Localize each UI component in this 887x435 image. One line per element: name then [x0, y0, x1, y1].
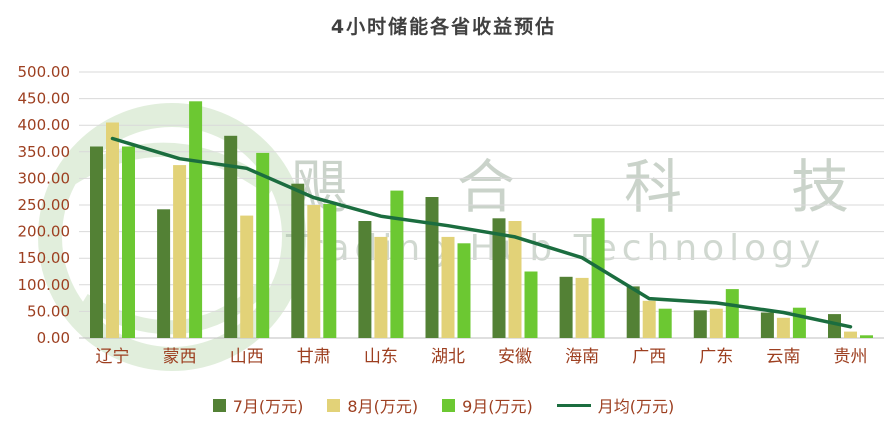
bar-山东-7月(万元)	[358, 221, 372, 338]
bar-海南-8月(万元)	[575, 277, 589, 338]
bar-广东-8月(万元)	[709, 308, 723, 338]
y-tick-label: 450.00	[18, 90, 71, 108]
chart-title: 4小时储能各省收益预估	[330, 16, 557, 38]
bar-贵州-8月(万元)	[844, 331, 857, 338]
bar-山西-8月(万元)	[240, 215, 254, 338]
y-tick-label: 400.00	[18, 116, 71, 134]
bar-蒙西-7月(万元)	[157, 209, 171, 338]
x-tick-label: 贵州	[833, 347, 867, 367]
bar-贵州-7月(万元)	[828, 314, 841, 338]
y-tick-label: 200.00	[18, 223, 71, 241]
line-series-monthly-average	[110, 136, 853, 329]
bar-山西-9月(万元)	[256, 152, 270, 338]
bar-广西-8月(万元)	[642, 300, 656, 338]
legend-label: 9月(万元)	[462, 397, 533, 416]
legend-line-swatch-icon	[556, 403, 591, 407]
bar-海南-7月(万元)	[559, 276, 573, 338]
y-tick-label: 100.00	[18, 276, 71, 294]
bar-山东-8月(万元)	[374, 236, 388, 338]
y-tick-label: 500.00	[18, 63, 71, 81]
y-tick-label: 50.00	[27, 302, 70, 320]
bar-广东-7月(万元)	[693, 310, 707, 338]
bar-广西-9月(万元)	[658, 308, 672, 338]
legend-label: 月均(万元)	[597, 397, 675, 416]
legend-label: 7月(万元)	[232, 397, 304, 416]
x-tick-label: 甘肃	[297, 347, 331, 367]
legend-item: 8月(万元)	[327, 393, 418, 417]
legend-item: 9月(万元)	[442, 393, 533, 417]
bar-山东-9月(万元)	[390, 190, 404, 338]
bar-辽宁-9月(万元)	[122, 146, 135, 338]
bar-贵州-9月(万元)	[860, 335, 873, 338]
bar-云南-9月(万元)	[792, 307, 806, 338]
x-tick-label: 蒙西	[163, 347, 197, 367]
y-tick-label: 0.00	[37, 329, 70, 347]
bar-蒙西-9月(万元)	[189, 101, 203, 338]
x-tick-label: 广西	[632, 347, 666, 367]
legend-label: 8月(万元)	[347, 397, 419, 416]
bar-云南-7月(万元)	[760, 312, 774, 338]
x-tick-label: 海南	[565, 347, 599, 367]
y-tick-label: 250.00	[18, 196, 71, 214]
y-tick-label: 350.00	[18, 143, 71, 161]
bar-湖北-8月(万元)	[441, 236, 455, 338]
legend-square-swatch-icon	[327, 398, 341, 412]
bar-海南-9月(万元)	[591, 218, 605, 338]
bar-山西-7月(万元)	[224, 135, 238, 338]
bar-安徽-8月(万元)	[508, 221, 522, 338]
bar-甘肃-8月(万元)	[307, 205, 321, 338]
bar-安徽-7月(万元)	[492, 218, 506, 338]
x-tick-label: 山西	[230, 347, 264, 367]
x-tick-label: 安徽	[498, 347, 532, 367]
legend: 7月(万元) 8月(万元) 9月(万元) 月均(万元)	[0, 393, 887, 417]
bar-辽宁-7月(万元)	[90, 146, 103, 338]
y-tick-label: 300.00	[18, 169, 71, 187]
x-tick-label: 云南	[766, 347, 800, 367]
bar-湖北-9月(万元)	[457, 243, 471, 338]
x-tick-label: 广东	[699, 347, 733, 367]
legend-item: 7月(万元)	[212, 393, 304, 417]
legend-square-swatch-icon	[442, 398, 456, 412]
x-tick-label: 辽宁	[96, 347, 130, 367]
x-tick-label: 山东	[364, 347, 398, 367]
legend-item: 月均(万元)	[556, 393, 675, 417]
bar-云南-8月(万元)	[776, 317, 790, 338]
bar-甘肃-9月(万元)	[323, 203, 337, 338]
bar-广东-9月(万元)	[725, 289, 739, 338]
x-tick-label: 湖北	[431, 347, 465, 367]
bar-广西-7月(万元)	[626, 286, 640, 338]
legend-square-swatch-icon	[212, 398, 226, 412]
bar-安徽-9月(万元)	[524, 271, 538, 338]
y-tick-label: 150.00	[18, 249, 71, 267]
bar-甘肃-7月(万元)	[291, 183, 305, 338]
bar-辽宁-8月(万元)	[106, 122, 119, 338]
bar-湖北-7月(万元)	[425, 197, 439, 338]
bar-蒙西-8月(万元)	[173, 165, 187, 338]
